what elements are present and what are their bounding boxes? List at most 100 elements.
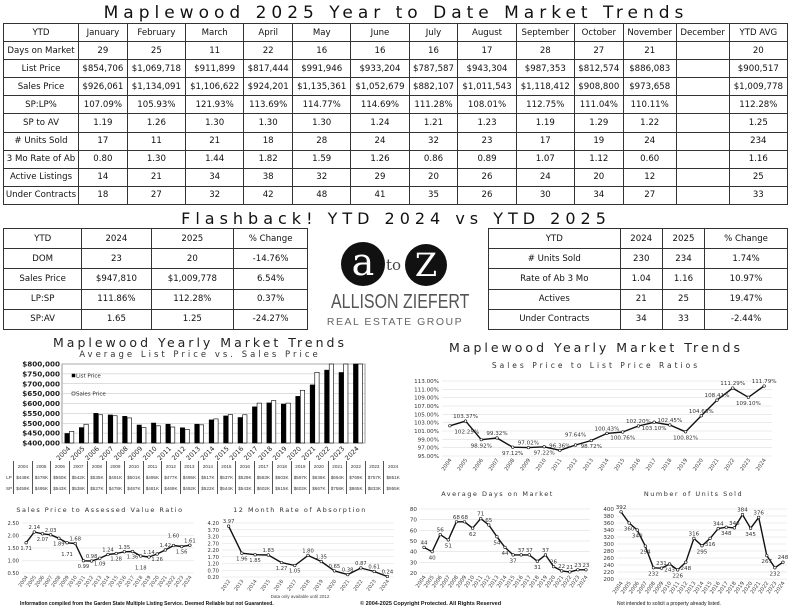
data-label: 1.85 [249, 558, 261, 564]
data-label: 0.99 [78, 564, 90, 570]
data-point [139, 554, 143, 558]
data-label: 37 [526, 548, 534, 554]
sp-lp-ratio-chart: 95.00% 97.00% 99.00% 101.00% 103.00% 105.00% 1… [414, 379, 776, 473]
list-price-bar [252, 406, 258, 444]
data-point [40, 532, 45, 536]
table-cell: 1.30 [292, 113, 352, 133]
units-sold-chart: 2002202402602803003203403603804002004200… [603, 505, 789, 595]
list-price-bar [324, 369, 330, 444]
table-cell: 110.11% [622, 95, 677, 115]
data-label: 1.61 [184, 538, 196, 544]
data-point [519, 553, 523, 557]
data-label: 3.97 [223, 519, 235, 525]
row-label: SP to AV [3, 113, 79, 133]
row-label: LP [6, 475, 12, 480]
list-price-bar [223, 415, 229, 444]
data-label: 22 [558, 564, 565, 570]
sales-price-bar [343, 363, 349, 444]
table-cell: 33 [661, 308, 706, 331]
flashback-table-left: YTD 2024 2025% Change DOM 23 20 -14.76% Sales P… [2, 227, 308, 331]
data-point [471, 526, 475, 530]
column-header: May [292, 22, 352, 43]
table-cell: 21 [619, 288, 663, 310]
sp-av-ratio-chart: 0.501.001.502.002.5020042005200620072008… [7, 521, 196, 588]
value-cell: $478K [31, 472, 51, 483]
column-header: YTD [488, 227, 621, 250]
value-cell: $543K [50, 483, 70, 494]
data-point [479, 517, 483, 521]
data-label: 44 [501, 551, 509, 557]
table-cell: 20 [728, 41, 789, 61]
table-cell: 1.04 [619, 268, 663, 290]
table-cell: $991,946 [292, 59, 352, 79]
legend-label: List Price [76, 374, 101, 380]
data-label: 108.41% [705, 393, 730, 399]
y-tick-label: $500,000 [22, 419, 60, 428]
table-cell: 1.16 [661, 268, 706, 290]
x-tick-label: 2021 [708, 458, 721, 473]
data-point [543, 553, 548, 557]
value-cell: $481K [142, 483, 162, 494]
data-label: 44 [420, 540, 428, 546]
x-tick-label: 2022 [352, 579, 364, 593]
y-tick-label: 70 [410, 518, 418, 524]
table-cell: 1.22 [622, 113, 677, 133]
year-cell: 2009 [105, 461, 125, 472]
value-cell: $615K [272, 483, 292, 494]
year-cell: 2004 [13, 461, 33, 472]
table-cell: 0.37% [233, 288, 308, 310]
y-tick-label: $400,000 [22, 439, 60, 448]
table-cell: -24.27% [233, 308, 308, 331]
data-point [430, 550, 434, 554]
year-cell: 2012 [161, 461, 181, 472]
table-cell: 22 [243, 41, 294, 61]
table-cell: 34 [573, 185, 624, 206]
year-cell: 2024 [383, 461, 403, 472]
table-cell: $926,061 [78, 77, 128, 97]
data-point [584, 568, 588, 572]
data-point [659, 566, 664, 570]
data-label: 248 [778, 555, 789, 561]
y-tick-label: 200 [603, 577, 614, 583]
data-label: 232 [770, 571, 781, 577]
row-label: SP:AV [2, 308, 83, 331]
list-price-bar [93, 413, 99, 444]
dom-chart-title: Average Days on Market [441, 490, 554, 498]
y-tick-label: 300 [603, 542, 614, 548]
data-point [605, 431, 609, 435]
value-cell: $469K [161, 483, 181, 494]
value-cell: $542K [68, 472, 88, 483]
table-cell: 1.21 [408, 113, 459, 133]
table-cell: 111.86% [81, 288, 152, 310]
table-row: SP:LP% 107.09% 105.93% 121.93% 113.69% 114.77… [3, 95, 789, 115]
data-point [511, 445, 515, 449]
data-point [724, 525, 728, 529]
table-cell: $911,899 [185, 59, 245, 79]
data-point [65, 541, 69, 545]
x-tick-label: 2014 [598, 457, 611, 472]
row-label: # Units Sold [3, 131, 79, 151]
column-header: October [573, 22, 624, 43]
x-tick-label: 2019 [677, 458, 690, 473]
table-cell: 1.30 [185, 113, 245, 133]
value-cell: $667K [309, 483, 329, 494]
data-point [773, 566, 777, 570]
sp-lp-chart-title: Sales Price to List Price Ratios [491, 361, 701, 370]
y-tick-label: 109.00% [414, 396, 439, 402]
data-label: 1.35 [315, 554, 327, 560]
data-point [781, 560, 785, 564]
column-header: April [243, 22, 294, 43]
value-cell: $477K [161, 472, 181, 483]
list-price-bar [237, 417, 243, 444]
data-label: 111.29% [720, 381, 745, 387]
column-header: YTD [2, 227, 83, 250]
table-cell: 29 [350, 167, 410, 187]
table-cell: 24 [350, 131, 410, 151]
table-cell: 19.47% [704, 288, 788, 310]
sales-price-bar [213, 418, 219, 444]
absorption-note: Data only available until 2012 [270, 594, 330, 599]
table-row: SP:AV 1.65 1.25 -24.27% [2, 308, 308, 331]
value-cell: $527K [87, 483, 107, 494]
data-label: 1.42 [160, 543, 172, 549]
table-cell [675, 185, 730, 206]
